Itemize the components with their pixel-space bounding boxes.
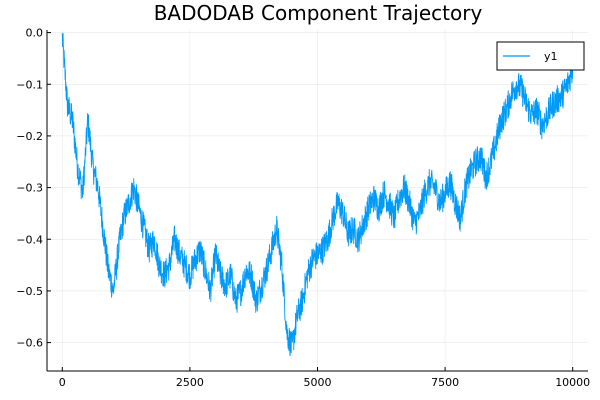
series-layer [61, 33, 574, 357]
legend: y1 [496, 41, 585, 71]
x-tick-label: 0 [59, 376, 66, 389]
x-tick-label: 2500 [176, 376, 204, 389]
y-tick-label: −0.3 [16, 182, 43, 195]
y-axis-ticks: 0.0 −0.1 −0.2 −0.3 −0.4 −0.5 −0.6 [16, 27, 51, 350]
y-tick-label: −0.1 [16, 78, 43, 91]
grid [47, 30, 588, 371]
legend-label-y1: y1 [544, 50, 558, 63]
x-tick-label: 7500 [431, 376, 459, 389]
y-tick-label: 0.0 [26, 27, 44, 40]
x-tick-label: 5000 [304, 376, 332, 389]
x-tick-label: 10000 [555, 376, 590, 389]
x-axis-ticks: 0 2500 5000 7500 10000 [59, 367, 590, 389]
y-tick-label: −0.4 [16, 233, 43, 246]
series-line-y1 [61, 33, 574, 357]
chart-title: BADODAB Component Trajectory [154, 1, 483, 25]
y-tick-label: −0.5 [16, 285, 43, 298]
y-tick-label: −0.2 [16, 130, 43, 143]
y-tick-label: −0.6 [16, 337, 43, 350]
